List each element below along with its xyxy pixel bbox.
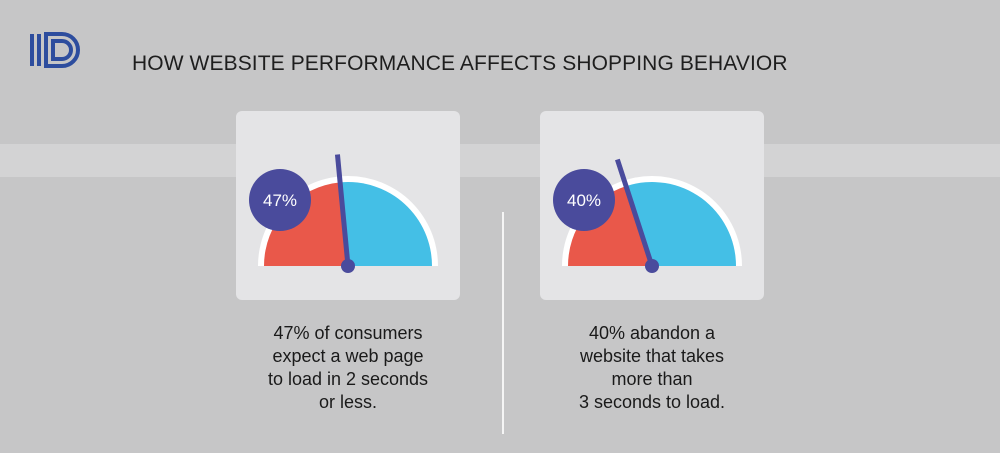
stat-caption: 40% abandon a website that takes more th… — [578, 323, 726, 412]
gauge-needle — [615, 158, 655, 267]
gauge-card: 47% — [236, 111, 460, 300]
background-band — [0, 144, 1000, 177]
gauge-pivot — [645, 259, 659, 273]
percent-badge — [553, 169, 615, 231]
percent-badge-label: 47% — [263, 191, 297, 210]
gauge-red-segment — [264, 182, 348, 266]
gauge-needle — [334, 154, 351, 267]
gauge-card: 40% — [540, 111, 764, 300]
logo-icon — [30, 32, 80, 68]
gauge-blue-segment — [340, 182, 432, 266]
gauge-chart: 40% — [553, 158, 742, 273]
stat-caption: 47% of consumers expect a web page to lo… — [267, 323, 429, 412]
gauge-pivot — [341, 259, 355, 273]
gauge-blue-segment — [626, 182, 736, 266]
divider — [502, 212, 504, 434]
percent-badge — [249, 169, 311, 231]
gauge-chart: 47% — [249, 154, 438, 273]
percent-badge-label: 40% — [567, 191, 601, 210]
page-title: HOW WEBSITE PERFORMANCE AFFECTS SHOPPING… — [132, 52, 788, 75]
